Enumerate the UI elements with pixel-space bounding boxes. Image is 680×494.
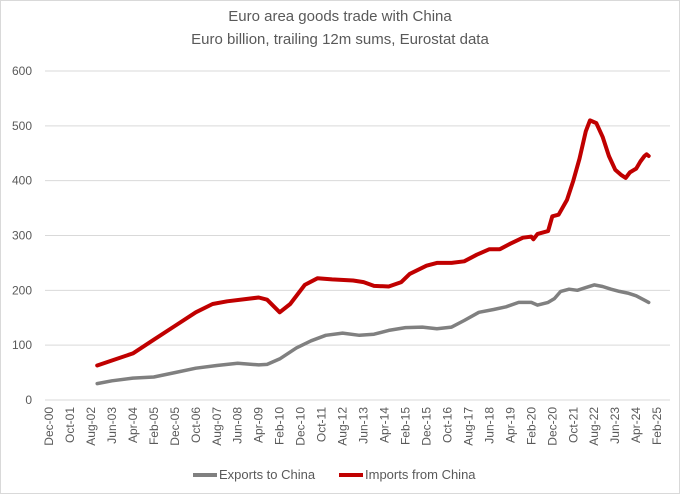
x-tick-label: Dec-00 [42, 407, 56, 446]
x-tick-label: Feb-20 [524, 407, 538, 445]
series-line-exports [95, 283, 651, 386]
x-tick-label: Oct-16 [440, 407, 454, 443]
y-tick-label: 300 [12, 229, 32, 243]
y-tick-label: 200 [12, 283, 32, 297]
x-tick-label: Aug-07 [210, 407, 224, 446]
legend-swatch-exports [193, 472, 217, 477]
y-tick-label: 500 [12, 119, 32, 133]
x-tick-label: Jun-08 [231, 407, 245, 444]
chart-subtitle: Euro billion, trailing 12m sums, Eurosta… [191, 31, 489, 48]
x-tick-label: Jun-13 [357, 407, 371, 444]
y-tick-label: 400 [12, 174, 32, 188]
x-tick-label: Feb-05 [147, 407, 161, 445]
x-tick-label: Aug-02 [84, 407, 98, 446]
x-tick-label: Oct-01 [63, 407, 77, 443]
x-tick-label: Oct-21 [566, 407, 580, 443]
x-tick-label: Aug-17 [461, 407, 475, 446]
x-tick-label: Dec-05 [168, 407, 182, 446]
x-tick-label: Apr-09 [252, 407, 266, 443]
y-tick-label: 600 [12, 64, 32, 78]
chart-title: Euro area goods trade with China [228, 8, 452, 25]
series-line-imports [95, 118, 651, 368]
y-tick-label: 0 [25, 393, 32, 407]
legend-item-exports: Exports to China [193, 467, 315, 482]
x-tick-label: Oct-06 [189, 407, 203, 443]
legend-label-imports: Imports from China [365, 467, 476, 482]
x-tick-label: Feb-10 [273, 407, 287, 445]
x-tick-label: Apr-19 [503, 407, 517, 443]
legend-swatch-imports [339, 472, 363, 477]
legend-item-imports: Imports from China [339, 467, 476, 482]
x-tick-label: Apr-04 [126, 407, 140, 443]
x-tick-label: Feb-15 [398, 407, 412, 445]
x-tick-label: Aug-22 [587, 407, 601, 446]
y-tick-label: 100 [12, 338, 32, 352]
x-tick-label: Apr-14 [378, 407, 392, 443]
x-tick-label: Jun-23 [608, 407, 622, 444]
x-tick-label: Dec-10 [294, 407, 308, 446]
legend-label-exports: Exports to China [219, 467, 316, 482]
x-tick-label: Apr-24 [629, 407, 643, 443]
x-tick-label: Jun-03 [105, 407, 119, 444]
x-tick-label: Dec-20 [545, 407, 559, 446]
x-tick-label: Dec-15 [419, 407, 433, 446]
x-tick-label: Aug-12 [336, 407, 350, 446]
x-tick-label: Jun-18 [482, 407, 496, 444]
x-tick-label: Oct-11 [315, 407, 329, 442]
x-tick-label: Feb-25 [650, 407, 664, 445]
